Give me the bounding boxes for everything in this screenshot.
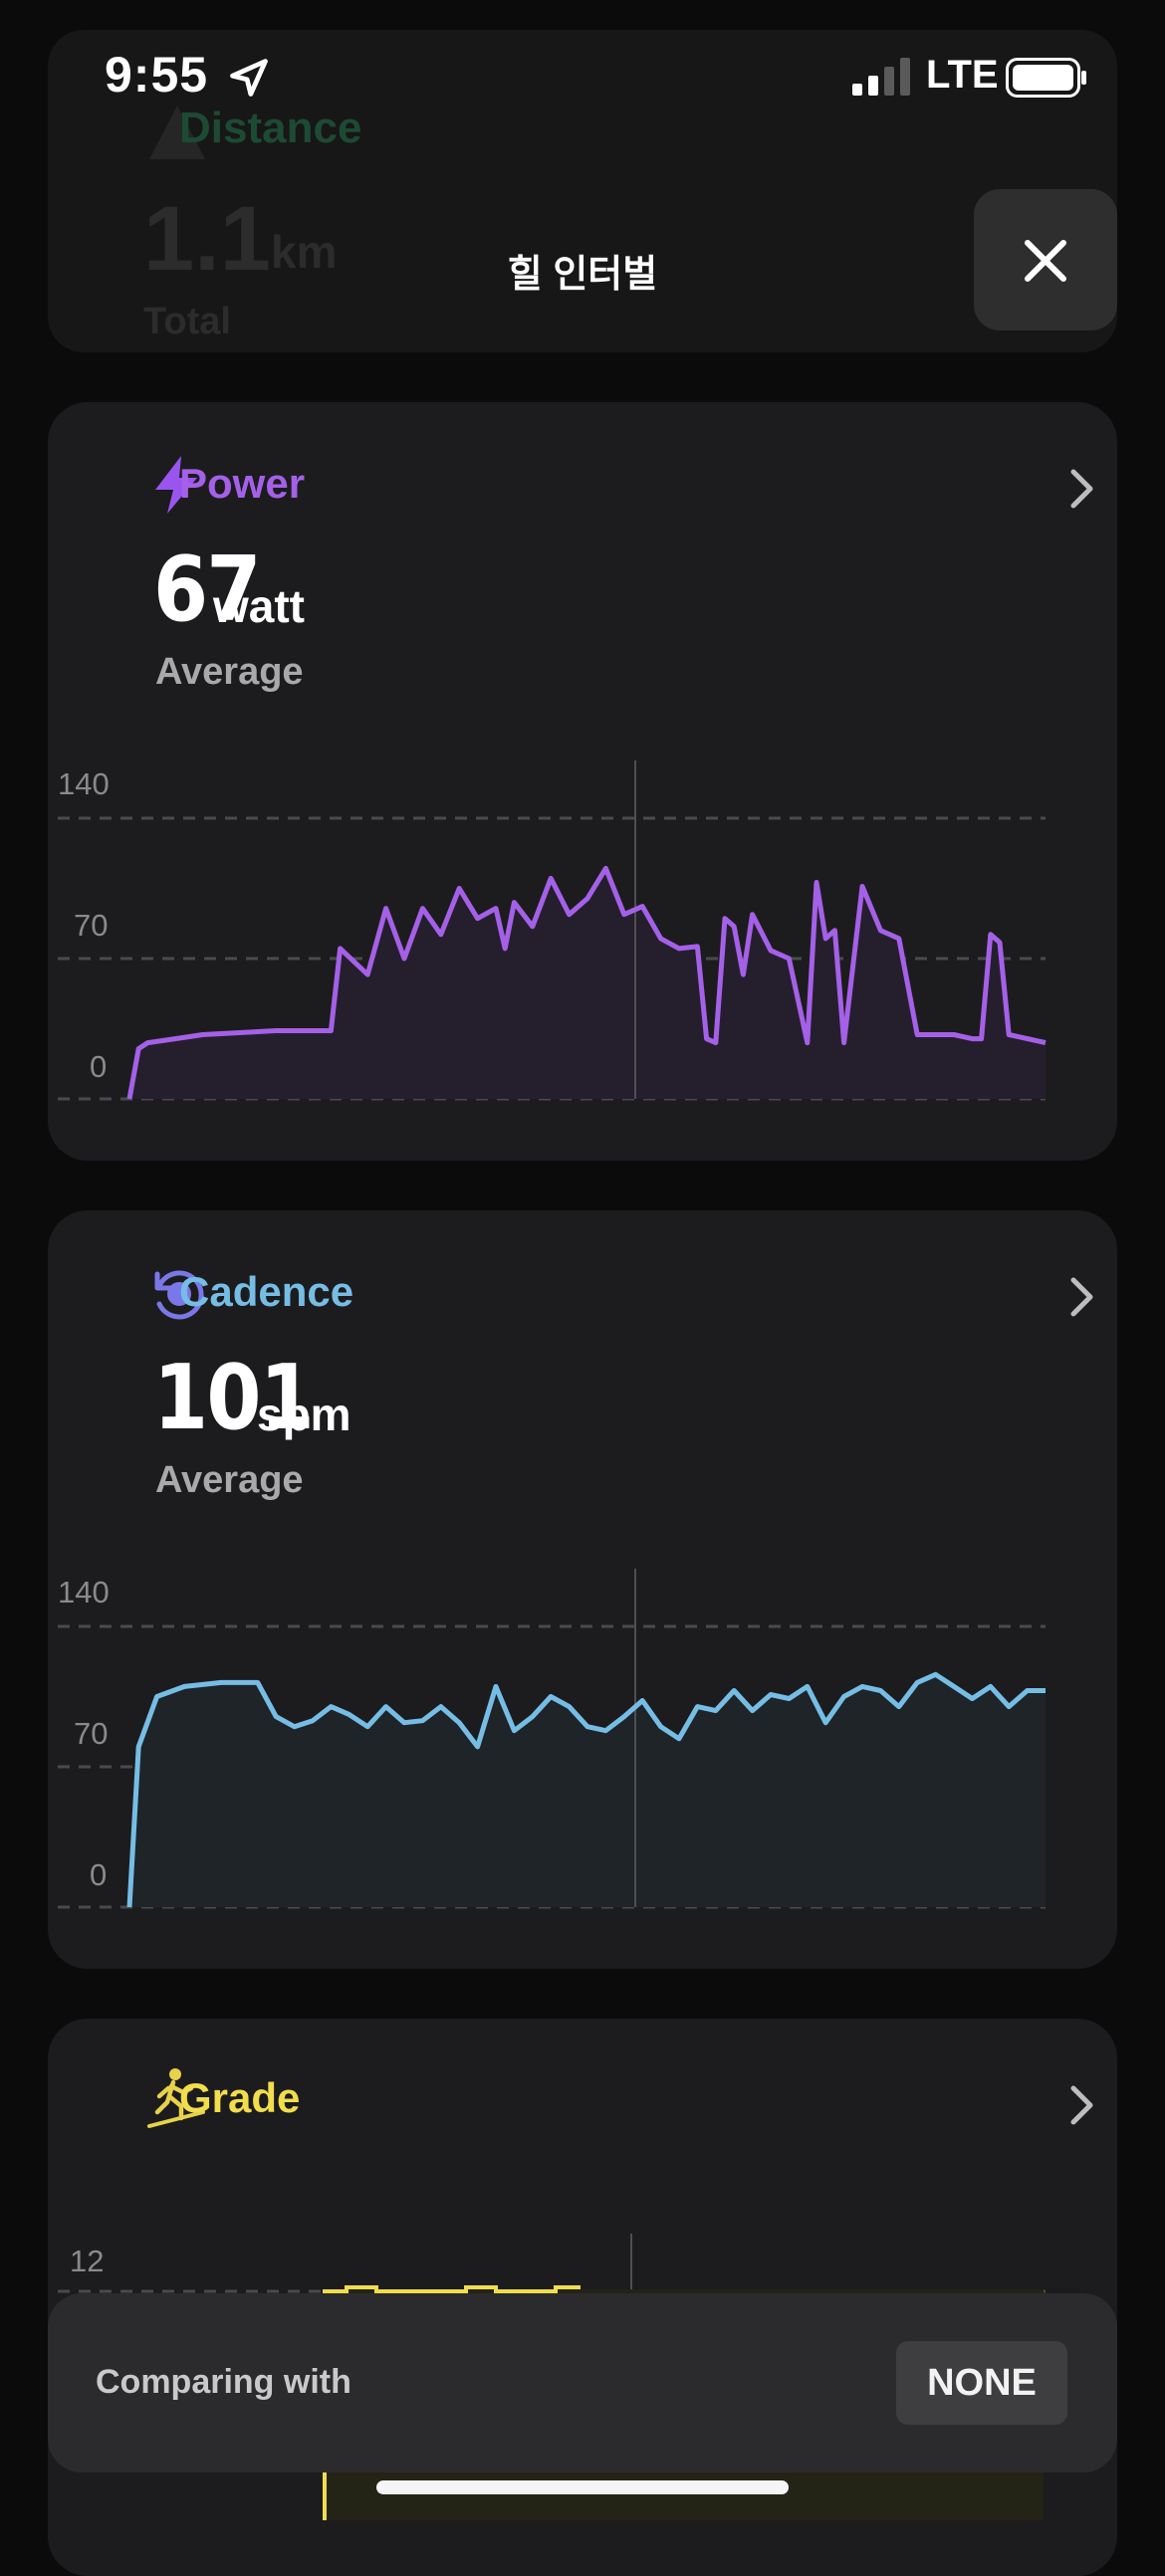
battery-icon — [1006, 58, 1086, 98]
close-button[interactable] — [974, 189, 1117, 330]
cadence-unit: spm — [257, 1389, 351, 1440]
grade-line — [323, 2285, 581, 2520]
series-line — [126, 1671, 1046, 1908]
page-title: 힐 인터벌 — [507, 254, 658, 296]
status-bar: 9:55 LTE — [0, 0, 1165, 149]
power-unit: watt — [213, 580, 305, 632]
grade-ytick-top: 12 — [70, 2244, 105, 2278]
grade-title: Grade — [179, 2074, 301, 2121]
distance-value: 1.1 — [143, 188, 271, 290]
distance-card[interactable]: Distance 1.1 km Total — [48, 30, 1117, 352]
power-chart[interactable] — [48, 756, 1117, 1115]
power-ytick-top: 140 — [58, 766, 110, 801]
cadence-title: Cadence — [179, 1268, 354, 1315]
cadence-chart[interactable] — [48, 1565, 1117, 1923]
power-ytick-mid: 70 — [74, 908, 109, 943]
cadence-average-label: Average — [155, 1459, 304, 1501]
power-title: Power — [179, 460, 306, 507]
home-indicator[interactable] — [376, 2480, 789, 2494]
distance-label: Total — [143, 301, 231, 342]
power-average-label: Average — [155, 651, 304, 693]
series-line — [126, 865, 1047, 1100]
location-arrow-icon — [230, 59, 268, 97]
cadence-icon — [154, 1270, 204, 1320]
distance-icon — [149, 106, 205, 159]
signal-icon — [852, 58, 910, 96]
network-type: LTE — [926, 53, 999, 97]
chevron-right-icon[interactable] — [1063, 1276, 1099, 1318]
cadence-ytick-top: 140 — [58, 1575, 110, 1610]
cadence-ytick-mid: 70 — [74, 1716, 109, 1751]
chevron-right-icon[interactable] — [1063, 468, 1099, 510]
distance-title: Distance — [179, 104, 362, 152]
cadence-ytick-zero: 0 — [90, 1857, 108, 1892]
compare-label: Comparing with — [96, 2363, 351, 2401]
compare-bar: Comparing with NONE — [48, 2293, 1117, 2472]
chevron-right-icon[interactable] — [1063, 2084, 1099, 2126]
power-value: 67 — [153, 537, 261, 642]
walking-incline-icon — [147, 2068, 205, 2128]
compare-none-button[interactable]: NONE — [896, 2341, 1067, 2425]
power-ytick-zero: 0 — [90, 1049, 108, 1084]
distance-unit: km — [271, 226, 338, 278]
cadence-value: 101 — [153, 1346, 315, 1450]
series-area — [129, 1674, 1046, 1907]
status-time: 9:55 — [105, 47, 209, 103]
lightning-icon — [155, 456, 197, 514]
close-icon — [1025, 240, 1066, 282]
